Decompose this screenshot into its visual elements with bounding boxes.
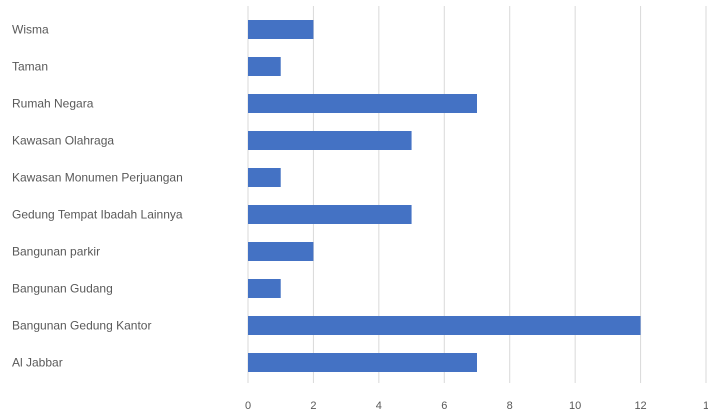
category-label: Kawasan Monumen Perjuangan (12, 171, 183, 185)
bar (248, 94, 477, 113)
x-tick-label: 6 (441, 400, 447, 412)
category-label: Bangunan parkir (12, 245, 100, 259)
category-label: Bangunan Gedung Kantor (12, 319, 151, 333)
x-tick-label: 10 (569, 400, 581, 412)
category-label: Taman (12, 60, 48, 74)
bar (248, 242, 314, 261)
bar (248, 20, 314, 39)
bar (248, 205, 412, 224)
category-label: Rumah Negara (12, 97, 94, 111)
bar (248, 131, 412, 150)
bar (248, 279, 281, 298)
x-tick-label: 1 (703, 400, 708, 412)
x-tick-label: 0 (245, 400, 251, 412)
x-tick-label: 2 (310, 400, 316, 412)
category-label: Al Jabbar (12, 356, 63, 370)
category-label: Bangunan Gudang (12, 282, 113, 296)
bar (248, 316, 641, 335)
bar (248, 353, 477, 372)
category-label: Wisma (12, 23, 49, 37)
x-tick-label: 4 (376, 400, 382, 412)
bar (248, 168, 281, 187)
x-tick-label: 12 (634, 400, 646, 412)
bar (248, 57, 281, 76)
category-label: Kawasan Olahraga (12, 134, 114, 148)
x-tick-label: 8 (507, 400, 513, 412)
category-label: Gedung Tempat Ibadah Lainnya (12, 208, 183, 222)
